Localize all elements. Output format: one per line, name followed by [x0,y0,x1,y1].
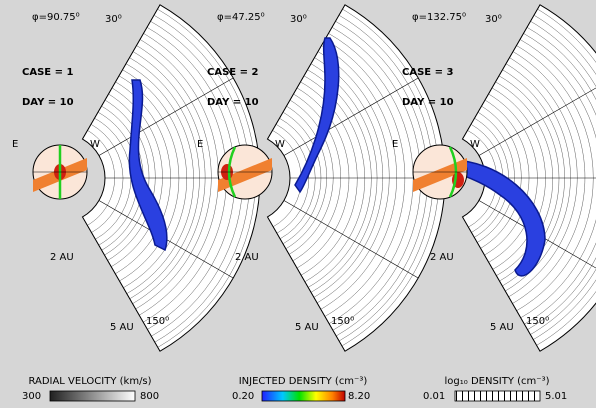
distance-label: 2 AU [430,252,454,263]
phi-label: φ=132.75⁰ [412,12,466,23]
colorbar-max: 8.20 [348,391,370,402]
distance-label: 5 AU [295,322,319,333]
angle-label: 30⁰ [105,14,122,25]
colorbar-title: log₁₀ DENSITY (cm⁻³) [445,376,550,387]
angle-label: 150⁰ [331,316,354,327]
colorbar [455,391,540,401]
distance-label: 2 AU [235,252,259,263]
west-label: W [470,139,480,150]
colorbar-min: 300 [22,391,41,402]
west-label: W [275,139,285,150]
colorbar-title: RADIAL VELOCITY (km/s) [28,376,151,387]
colorbar [50,391,135,401]
east-label: E [12,139,18,150]
angle-label: 30⁰ [485,14,502,25]
day-label: DAY = 10 [402,97,454,108]
colorbar-max: 5.01 [545,391,567,402]
angle-label: 150⁰ [146,316,169,327]
phi-label: φ=47.25⁰ [217,12,265,23]
day-label: DAY = 10 [22,97,74,108]
phi-label: φ=90.75⁰ [32,12,80,23]
day-label: DAY = 10 [207,97,259,108]
west-label: W [90,139,100,150]
panel: φ=47.25⁰ 30⁰ CASE = 2 DAY = 10 E W 2 AU 5 AU 150… [197,5,445,351]
angle-label: 150⁰ [526,316,549,327]
case-label: CASE = 1 [22,67,73,78]
colorbar-min: 0.20 [232,391,254,402]
distance-label: 5 AU [490,322,514,333]
colorbar-min: 0.01 [423,391,445,402]
case-label: CASE = 3 [402,67,453,78]
panel: φ=132.75⁰ 30⁰ CASE = 3 DAY = 10 E W 2 AU 5 AU 15… [392,5,596,351]
colorbar [262,391,345,401]
colorbar-title: INJECTED DENSITY (cm⁻³) [239,376,368,387]
distance-label: 2 AU [50,252,74,263]
east-label: E [392,139,398,150]
east-label: E [197,139,203,150]
figure: φ=90.75⁰ 30⁰ CASE = 1 DAY = 10 E W 2 AU 5 AU 150… [0,0,596,408]
distance-label: 5 AU [110,322,134,333]
colorbar-max: 800 [140,391,159,402]
case-label: CASE = 2 [207,67,258,78]
angle-label: 30⁰ [290,14,307,25]
